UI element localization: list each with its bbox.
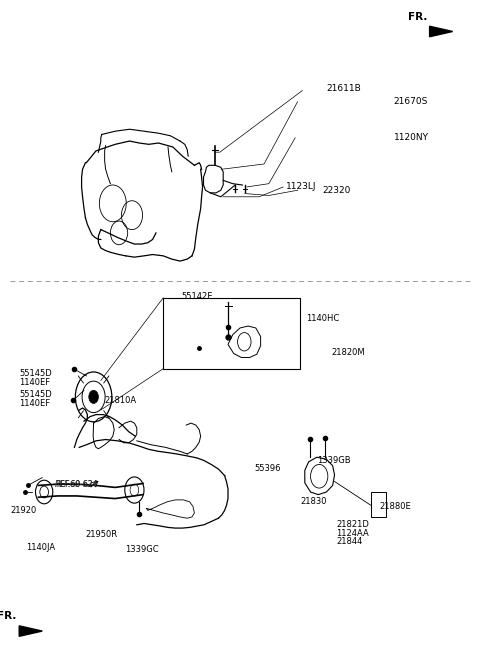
Text: 22320: 22320: [323, 186, 351, 195]
Text: 1120NY: 1120NY: [394, 133, 429, 142]
Text: 1339GB: 1339GB: [317, 456, 350, 465]
Text: 1339GC: 1339GC: [166, 321, 199, 331]
Text: REF.60-624: REF.60-624: [55, 480, 98, 489]
Text: 1339GC: 1339GC: [181, 300, 215, 310]
Text: 21611B: 21611B: [326, 84, 361, 93]
Text: REF.60-624: REF.60-624: [55, 480, 98, 489]
Text: 1140HC: 1140HC: [306, 314, 339, 323]
Text: 1124AA: 1124AA: [336, 529, 369, 538]
Polygon shape: [430, 26, 453, 37]
Text: 55142E: 55142E: [181, 292, 213, 301]
Text: 21820M: 21820M: [331, 348, 365, 358]
Text: 1140JA: 1140JA: [26, 543, 56, 552]
Text: 21920: 21920: [11, 506, 37, 515]
Text: FR.: FR.: [0, 611, 17, 621]
Circle shape: [89, 390, 98, 403]
Text: 21844: 21844: [336, 537, 362, 546]
Bar: [371, 492, 386, 517]
Text: 62322: 62322: [185, 361, 211, 370]
Text: 1339GC: 1339GC: [125, 544, 158, 554]
Text: 1140EF: 1140EF: [19, 399, 50, 408]
Text: 1123LJ: 1123LJ: [286, 182, 316, 192]
Bar: [163, 298, 300, 369]
Text: 55145D: 55145D: [19, 369, 52, 379]
Text: 55142E: 55142E: [166, 313, 197, 322]
Text: 1125GF: 1125GF: [175, 340, 207, 350]
Polygon shape: [19, 626, 42, 636]
Text: 21821D: 21821D: [336, 520, 369, 529]
Text: 21670S: 21670S: [394, 97, 428, 106]
Text: 21950R: 21950R: [85, 530, 118, 539]
Text: 1140EF: 1140EF: [19, 378, 50, 387]
Text: 21880E: 21880E: [379, 502, 411, 511]
Text: 21810A: 21810A: [105, 396, 137, 405]
Text: FR.: FR.: [408, 12, 427, 22]
Text: 21830: 21830: [300, 497, 326, 506]
Text: 55145D: 55145D: [19, 390, 52, 400]
Text: 55396: 55396: [254, 464, 281, 473]
